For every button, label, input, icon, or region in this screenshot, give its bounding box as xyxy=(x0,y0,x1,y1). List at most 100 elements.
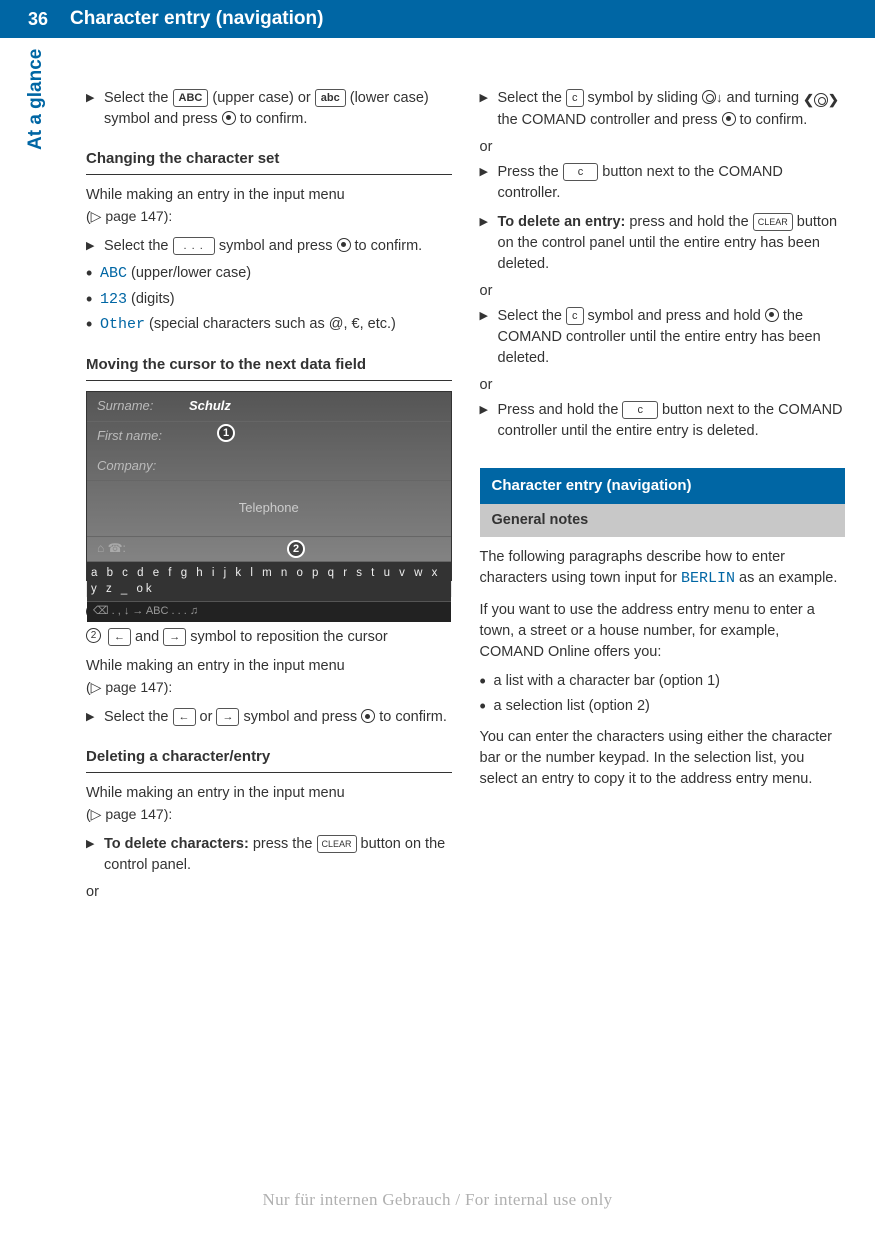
bullet-icon: • xyxy=(86,314,100,336)
page-number: 36 xyxy=(28,6,48,32)
step-body: Press and hold the c button next to the … xyxy=(498,400,846,442)
bullet-icon: • xyxy=(86,289,100,311)
step-hold-c-symbol: ▶ Select the c symbol and press and hold… xyxy=(480,306,846,369)
press-icon xyxy=(765,308,779,322)
text: symbol by sliding xyxy=(584,90,702,106)
ss-center: Telephone xyxy=(87,481,451,537)
bullet-icon: • xyxy=(480,671,494,692)
turn-icon: ❮❯ xyxy=(803,91,839,110)
bullet-item: • Other (special characters such as @, €… xyxy=(86,314,452,336)
text: a selection list (option 2) xyxy=(494,696,846,717)
marker-1: 1 xyxy=(217,424,235,442)
heading-changing-charset: Changing the character set xyxy=(86,148,452,175)
text: and xyxy=(131,629,163,645)
text: Select the xyxy=(498,90,567,106)
xref: (▷ page 147): xyxy=(86,806,172,822)
step-body: Press the c button next to the COMAND co… xyxy=(498,162,846,204)
text: (special characters such as @, €, etc.) xyxy=(145,316,396,332)
text: symbol and press xyxy=(215,238,337,254)
bullet-item: • 123 (digits) xyxy=(86,289,452,311)
text: symbol and press xyxy=(239,709,361,725)
step-select-dots: ▶ Select the . . . symbol and press to c… xyxy=(86,236,452,257)
key-c: c xyxy=(566,307,584,325)
bold-text: To delete characters: xyxy=(104,836,249,852)
key-c: c xyxy=(563,163,599,181)
key-c: c xyxy=(622,401,658,419)
slide-vertical-icon: ↓ xyxy=(702,90,723,104)
bullet-item: • a selection list (option 2) xyxy=(480,696,846,717)
text: to confirm. xyxy=(736,112,808,128)
bullet-list: • ABC (upper/lower case) • 123 (digits) … xyxy=(86,263,452,336)
page-header: 36 Character entry (navigation) xyxy=(0,0,875,38)
xref: (▷ page 147): xyxy=(86,679,172,695)
ss-icons-row: ⌂ ☎: xyxy=(87,537,451,561)
text: the COMAND controller and press xyxy=(498,112,722,128)
text: as an example. xyxy=(735,570,837,586)
right-column: ▶ Select the c symbol by sliding ↓ and t… xyxy=(480,88,846,907)
step-body: Select the ABC (upper case) or abc (lowe… xyxy=(104,88,452,130)
or-text: or xyxy=(480,375,846,396)
key-right: → xyxy=(163,628,186,646)
bold-text: To delete an entry: xyxy=(498,214,626,230)
step-body: Select the ← or → symbol and press to co… xyxy=(104,707,452,728)
caption-num-icon: 2 xyxy=(86,627,108,648)
subsection-header-general: General notes xyxy=(480,504,846,537)
text: press the xyxy=(249,836,317,852)
bullet-item: • ABC (upper/lower case) xyxy=(86,263,452,285)
step-marker-icon: ▶ xyxy=(480,400,498,442)
step-marker-icon: ▶ xyxy=(480,212,498,275)
press-icon xyxy=(722,112,736,126)
code-text: BERLIN xyxy=(681,570,735,587)
ss-bottom-row: ⌫ . , ↓ → ABC . . . ♫ xyxy=(87,602,451,622)
bullet-icon: • xyxy=(480,696,494,717)
text: to confirm. xyxy=(375,709,447,725)
bullet-icon: • xyxy=(86,263,100,285)
step-marker-icon: ▶ xyxy=(86,236,104,257)
bullet-list: • a list with a character bar (option 1)… xyxy=(480,671,846,717)
key-right: → xyxy=(216,708,239,726)
text: (digits) xyxy=(127,291,175,307)
bullet-item: • a list with a character bar (option 1) xyxy=(480,671,846,692)
content-area: ▶ Select the ABC (upper case) or abc (lo… xyxy=(0,38,875,907)
screenshot-figure: Surname:Schulz First name: Company: Tele… xyxy=(86,391,452,598)
key-abc-lower: abc xyxy=(315,89,346,107)
text: Select the xyxy=(498,308,567,324)
key-left: ← xyxy=(173,708,196,726)
step-marker-icon: ▶ xyxy=(86,707,104,728)
step-body: To delete characters: press the CLEAR bu… xyxy=(104,834,452,876)
text: Select the xyxy=(104,709,173,725)
step-move-cursor: ▶ Select the ← or → symbol and press to … xyxy=(86,707,452,728)
text: While making an entry in the input menu xyxy=(86,785,345,801)
step-marker-icon: ▶ xyxy=(480,306,498,369)
press-icon xyxy=(361,709,375,723)
section-header-navigation: Character entry (navigation) xyxy=(480,468,846,504)
step-body: To delete an entry: press and hold the C… xyxy=(498,212,846,275)
moving-intro: While making an entry in the input menu … xyxy=(86,656,452,699)
step-marker-icon: ▶ xyxy=(86,88,104,130)
xref: (▷ page 147): xyxy=(86,208,172,224)
screenshot-display: Surname:Schulz First name: Company: Tele… xyxy=(86,391,452,581)
key-dots: . . . xyxy=(173,237,215,255)
step-body: Select the c symbol by sliding ↓ and tur… xyxy=(498,88,846,131)
or-text: or xyxy=(480,281,846,302)
text: to confirm. xyxy=(351,238,423,254)
text: While making an entry in the input menu xyxy=(86,658,345,674)
paragraph: You can enter the characters using eithe… xyxy=(480,727,846,790)
step-marker-icon: ▶ xyxy=(86,834,104,876)
left-column: ▶ Select the ABC (upper case) or abc (lo… xyxy=(86,88,452,907)
step-select-c-slide: ▶ Select the c symbol by sliding ↓ and t… xyxy=(480,88,846,131)
label: Surname: xyxy=(97,397,189,416)
page-title: Character entry (navigation) xyxy=(70,5,323,33)
text: symbol to reposition the cursor xyxy=(186,629,387,645)
side-tab: At a glance xyxy=(22,49,50,150)
key-clear: CLEAR xyxy=(317,835,357,853)
text: Select the xyxy=(104,90,173,106)
ss-row-company: Company: xyxy=(87,452,451,482)
press-icon xyxy=(337,238,351,252)
code-text: Other xyxy=(100,316,145,333)
key-abc-upper: ABC xyxy=(173,89,209,107)
text: a list with a character bar (option 1) xyxy=(494,671,846,692)
code-text: 123 xyxy=(100,291,127,308)
or-text: or xyxy=(480,137,846,158)
caption-2: 2 ← and → symbol to reposition the curso… xyxy=(86,627,452,648)
